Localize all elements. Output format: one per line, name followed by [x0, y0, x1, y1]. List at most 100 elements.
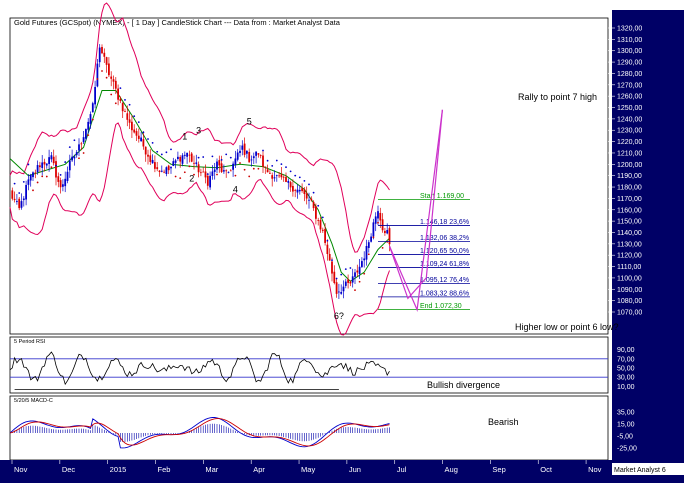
sar-dot [344, 268, 347, 271]
sar-dot [73, 139, 76, 142]
annotation-rally: Rally to point 7 high [518, 92, 597, 102]
sar-dot [142, 131, 145, 134]
candle-body [55, 161, 57, 178]
macd-tick-label: 15,00 [617, 422, 635, 429]
candle-body [71, 156, 73, 161]
sar-dot [229, 156, 232, 159]
candle-body [227, 171, 230, 173]
price-tick-label: 1310,00 [617, 37, 642, 44]
sar-dot [128, 103, 131, 106]
candle-body [218, 160, 221, 166]
price-tick-label: 1130,00 [617, 241, 642, 248]
wave-label: 1 [182, 131, 187, 141]
candle-body [220, 163, 223, 172]
candle-body [367, 242, 370, 248]
price-tick-label: 1110,00 [617, 264, 641, 271]
rsi-tick-label: 10,00 [617, 384, 635, 391]
sar-dot [13, 182, 16, 185]
candle-body [296, 189, 299, 193]
candle-body [229, 170, 232, 172]
watermark-box [612, 463, 684, 475]
price-tick-label: 1270,00 [617, 82, 642, 89]
candle-body [354, 272, 356, 277]
date-tick-label: Nov [14, 465, 28, 474]
candle-body [239, 150, 241, 153]
candle-body [342, 286, 345, 292]
fib-level-label: 1.120,65 50,0% [420, 248, 469, 255]
candle-body [43, 161, 46, 165]
price-tick-label: 1100,00 [617, 275, 642, 282]
candle-body [36, 165, 39, 173]
candle-body [317, 220, 320, 221]
candle-body [278, 175, 280, 177]
candle-body [18, 198, 21, 209]
candle-body [68, 160, 71, 171]
sar-dot [119, 87, 122, 90]
candle-body [64, 178, 67, 187]
sar-dot [41, 175, 44, 178]
candle-body [11, 190, 14, 199]
candle-body [262, 155, 264, 167]
candle-body [257, 153, 260, 155]
candle-body [126, 113, 129, 120]
candle-body [156, 167, 159, 170]
candle-body [269, 172, 271, 174]
candle-body [163, 171, 165, 173]
sar-dot [27, 163, 30, 166]
candle-body [34, 172, 37, 174]
date-tick-label: Apr [253, 465, 265, 474]
sar-dot [174, 175, 177, 178]
sar-dot [289, 170, 292, 173]
rsi-line [9, 351, 390, 386]
candle-body [147, 154, 149, 157]
candle-body [193, 162, 195, 164]
candle-body [374, 216, 377, 224]
sar-dot [147, 138, 149, 140]
price-tick-label: 1290,00 [617, 60, 642, 67]
sar-dot [165, 151, 168, 154]
sar-dot [275, 159, 278, 162]
date-axis-strip [0, 460, 684, 483]
candle-body [133, 129, 136, 133]
candle-body [39, 165, 41, 168]
sar-dot [82, 152, 85, 154]
macd-panel-name: 5/20/5 MACD-C [14, 398, 53, 404]
sar-dot [234, 174, 237, 177]
rsi-tick-label: 50,00 [617, 366, 635, 373]
candle-body [206, 175, 209, 186]
rsi-panel-name: 5 Period RSI [14, 339, 46, 345]
candle-body [213, 169, 216, 172]
date-tick-label: Jul [397, 465, 407, 474]
candle-body [186, 152, 188, 157]
sar-dot [170, 148, 172, 151]
candle-body [91, 103, 94, 113]
candle-body [85, 129, 87, 139]
chart-title: Gold Futures (GCSpot) (NYMEX) - [ 1 Day … [14, 18, 341, 27]
candle-body [188, 154, 191, 156]
fib-level-label: Start 1.169,00 [420, 193, 464, 200]
fib-level-label: 1.109,24 61,8% [420, 261, 469, 268]
candle-body [361, 261, 363, 267]
macd-tick-label: 35,00 [617, 410, 635, 417]
wave-label: 5 [247, 117, 252, 127]
candle-body [319, 220, 322, 230]
candle-body [324, 228, 326, 243]
wave-label: 6? [334, 311, 344, 321]
date-tick-label: Sep [492, 465, 505, 474]
date-tick-label: May [301, 465, 315, 474]
date-tick-label: Jun [349, 465, 361, 474]
candle-body [119, 98, 122, 102]
date-tick-label: Oct [540, 465, 553, 474]
candle-body [289, 182, 292, 188]
candle-body [140, 137, 142, 142]
sar-dot [340, 273, 343, 276]
candle-body [298, 189, 301, 192]
candle-body [241, 145, 244, 150]
sar-dot [363, 272, 366, 275]
fib-level-label: 1.095,12 76,4% [420, 277, 469, 284]
candle-body [16, 200, 18, 202]
sar-dot [124, 99, 126, 101]
candle-body [41, 162, 44, 168]
candle-body [211, 171, 214, 176]
